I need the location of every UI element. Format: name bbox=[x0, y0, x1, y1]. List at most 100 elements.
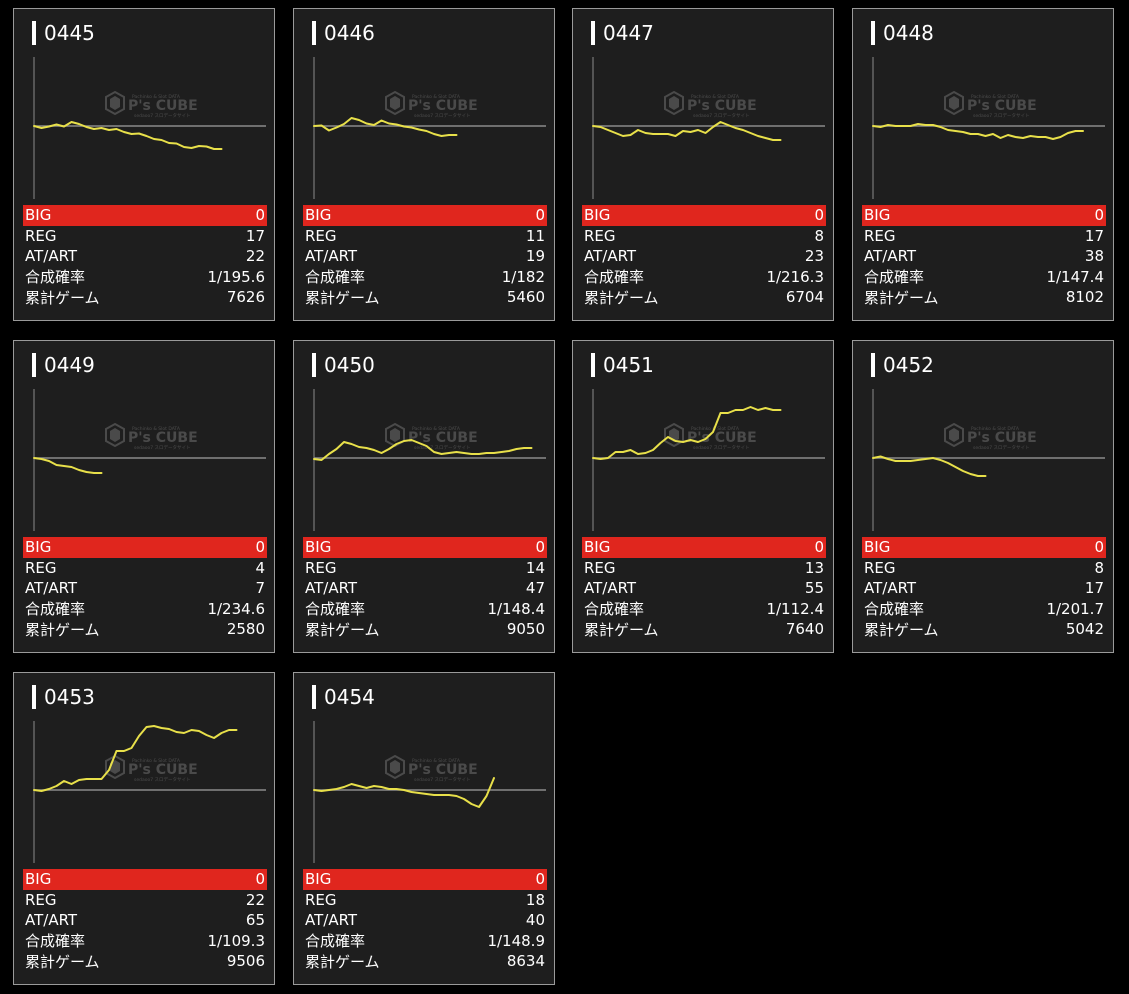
reg-value: 22 bbox=[245, 890, 265, 909]
watermark-brand-text: P's CUBE bbox=[128, 762, 198, 778]
at-art-value: 17 bbox=[1084, 579, 1104, 598]
machine-card-0454[interactable]: 0454 Pachinko & Slot DATA P's CUBE sedao… bbox=[293, 672, 555, 985]
big-value: 0 bbox=[814, 206, 824, 225]
total-games-label: 累計ゲーム bbox=[25, 288, 100, 307]
cube-logo-icon bbox=[664, 422, 684, 448]
machine-number-label: 0446 bbox=[324, 21, 375, 45]
at-art-label: AT/ART bbox=[25, 579, 78, 598]
reg-label: REG bbox=[305, 890, 337, 909]
slump-chart: Pachinko & Slot DATA P's CUBE sedaoo7 スロ… bbox=[313, 721, 546, 863]
big-label: BIG bbox=[25, 870, 52, 889]
big-value: 0 bbox=[255, 206, 265, 225]
at-art-value: 19 bbox=[525, 247, 545, 266]
at-art-row: AT/ART 7 bbox=[23, 578, 267, 599]
machine-card-0452[interactable]: 0452 Pachinko & Slot DATA P's CUBE sedao… bbox=[852, 340, 1114, 653]
slump-series-line-0448 bbox=[872, 123, 1084, 140]
at-art-value: 47 bbox=[525, 579, 545, 598]
machine-number-label: 0451 bbox=[603, 353, 654, 377]
total-games-label: 累計ゲーム bbox=[864, 620, 939, 639]
at-art-label: AT/ART bbox=[864, 579, 917, 598]
at-art-label: AT/ART bbox=[584, 247, 637, 266]
combined-prob-row: 合成確率 1/182 bbox=[303, 267, 547, 288]
big-label: BIG bbox=[305, 206, 332, 225]
watermark-small-text: Pachinko & Slot DATA bbox=[132, 426, 181, 432]
big-value: 0 bbox=[814, 538, 824, 557]
title-accent-bar bbox=[591, 21, 595, 45]
machine-card-0450[interactable]: 0450 Pachinko & Slot DATA P's CUBE sedao… bbox=[293, 340, 555, 653]
reg-label: REG bbox=[25, 558, 57, 577]
machine-number: 0446 bbox=[312, 21, 375, 45]
combined-prob-value: 1/182 bbox=[501, 267, 545, 286]
machine-card-0445[interactable]: 0445 Pachinko & Slot DATA P's CUBE sedao… bbox=[13, 8, 275, 321]
pscube-watermark: Pachinko & Slot DATA P's CUBE sedaoo7 スロ… bbox=[385, 754, 478, 783]
machine-card-0449[interactable]: 0449 Pachinko & Slot DATA P's CUBE sedao… bbox=[13, 340, 275, 653]
reg-row: REG 14 bbox=[303, 558, 547, 579]
total-games-row: 累計ゲーム 5042 bbox=[862, 619, 1106, 640]
total-games-row: 累計ゲーム 9506 bbox=[23, 951, 267, 972]
combined-prob-label: 合成確率 bbox=[305, 932, 366, 951]
machine-card-0447[interactable]: 0447 Pachinko & Slot DATA P's CUBE sedao… bbox=[572, 8, 834, 321]
reg-value: 8 bbox=[814, 226, 824, 245]
pscube-watermark: Pachinko & Slot DATA P's CUBE sedaoo7 スロ… bbox=[664, 90, 757, 119]
pscube-watermark: Pachinko & Slot DATA P's CUBE sedaoo7 スロ… bbox=[105, 754, 198, 783]
total-games-value: 6704 bbox=[785, 288, 824, 307]
combined-prob-value: 1/147.4 bbox=[1046, 267, 1104, 286]
watermark-small-text: Pachinko & Slot DATA bbox=[691, 426, 740, 432]
total-games-value: 7640 bbox=[785, 620, 824, 639]
at-art-value: 55 bbox=[804, 579, 824, 598]
stats-table: BIG 0 REG 17 AT/ART 38 合成確率 1/147.4 累計ゲー… bbox=[862, 205, 1106, 308]
big-row: BIG 0 bbox=[582, 205, 826, 226]
reg-label: REG bbox=[305, 558, 337, 577]
total-games-row: 累計ゲーム 6704 bbox=[582, 287, 826, 308]
combined-prob-label: 合成確率 bbox=[25, 600, 86, 619]
machine-number: 0453 bbox=[32, 685, 95, 709]
combined-prob-label: 合成確率 bbox=[25, 932, 86, 951]
cube-logo-icon bbox=[105, 754, 125, 780]
at-art-label: AT/ART bbox=[305, 911, 358, 930]
at-art-value: 40 bbox=[525, 911, 545, 930]
machine-card-0451[interactable]: 0451 Pachinko & Slot DATA P's CUBE sedao… bbox=[572, 340, 834, 653]
watermark-brand-text: P's CUBE bbox=[128, 430, 198, 446]
slump-chart: Pachinko & Slot DATA P's CUBE sedaoo7 スロ… bbox=[33, 57, 266, 199]
reg-row: REG 22 bbox=[23, 890, 267, 911]
pscube-watermark: Pachinko & Slot DATA P's CUBE sedaoo7 スロ… bbox=[944, 90, 1037, 119]
slump-chart: Pachinko & Slot DATA P's CUBE sedaoo7 スロ… bbox=[592, 389, 825, 531]
cube-logo-icon bbox=[664, 90, 684, 116]
stats-table: BIG 0 REG 8 AT/ART 23 合成確率 1/216.3 累計ゲーム… bbox=[582, 205, 826, 308]
total-games-label: 累計ゲーム bbox=[584, 620, 659, 639]
machine-card-0446[interactable]: 0446 Pachinko & Slot DATA P's CUBE sedao… bbox=[293, 8, 555, 321]
at-art-value: 23 bbox=[804, 247, 824, 266]
watermark-small-text: Pachinko & Slot DATA bbox=[132, 94, 181, 100]
machine-number-label: 0448 bbox=[883, 21, 934, 45]
at-art-label: AT/ART bbox=[584, 579, 637, 598]
reg-value: 13 bbox=[804, 558, 824, 577]
at-art-label: AT/ART bbox=[25, 247, 78, 266]
slump-series-line-0449 bbox=[33, 457, 103, 474]
big-label: BIG bbox=[305, 538, 332, 557]
big-label: BIG bbox=[305, 870, 332, 889]
watermark-sub-text: sedaoo7 スロデータサイト bbox=[973, 112, 1030, 119]
total-games-label: 累計ゲーム bbox=[305, 952, 380, 971]
total-games-row: 累計ゲーム 5460 bbox=[303, 287, 547, 308]
total-games-label: 累計ゲーム bbox=[25, 620, 100, 639]
machine-number: 0445 bbox=[32, 21, 95, 45]
watermark-sub-text: sedaoo7 スロデータサイト bbox=[414, 444, 471, 451]
watermark-sub-text: sedaoo7 スロデータサイト bbox=[134, 776, 191, 783]
watermark-sub-text: sedaoo7 スロデータサイト bbox=[414, 112, 471, 119]
stats-table: BIG 0 REG 18 AT/ART 40 合成確率 1/148.9 累計ゲー… bbox=[303, 869, 547, 972]
machine-card-0448[interactable]: 0448 Pachinko & Slot DATA P's CUBE sedao… bbox=[852, 8, 1114, 321]
reg-row: REG 11 bbox=[303, 226, 547, 247]
machine-card-0453[interactable]: 0453 Pachinko & Slot DATA P's CUBE sedao… bbox=[13, 672, 275, 985]
total-games-row: 累計ゲーム 7640 bbox=[582, 619, 826, 640]
combined-prob-row: 合成確率 1/148.9 bbox=[303, 931, 547, 952]
combined-prob-value: 1/234.6 bbox=[207, 599, 265, 618]
at-art-label: AT/ART bbox=[305, 247, 358, 266]
title-accent-bar bbox=[32, 353, 36, 377]
at-art-row: AT/ART 19 bbox=[303, 246, 547, 267]
slump-chart: Pachinko & Slot DATA P's CUBE sedaoo7 スロ… bbox=[33, 721, 266, 863]
total-games-row: 累計ゲーム 9050 bbox=[303, 619, 547, 640]
watermark-sub-text: sedaoo7 スロデータサイト bbox=[693, 444, 750, 451]
at-art-label: AT/ART bbox=[25, 911, 78, 930]
slump-series-line-0445 bbox=[33, 121, 223, 150]
combined-prob-value: 1/148.4 bbox=[487, 599, 545, 618]
